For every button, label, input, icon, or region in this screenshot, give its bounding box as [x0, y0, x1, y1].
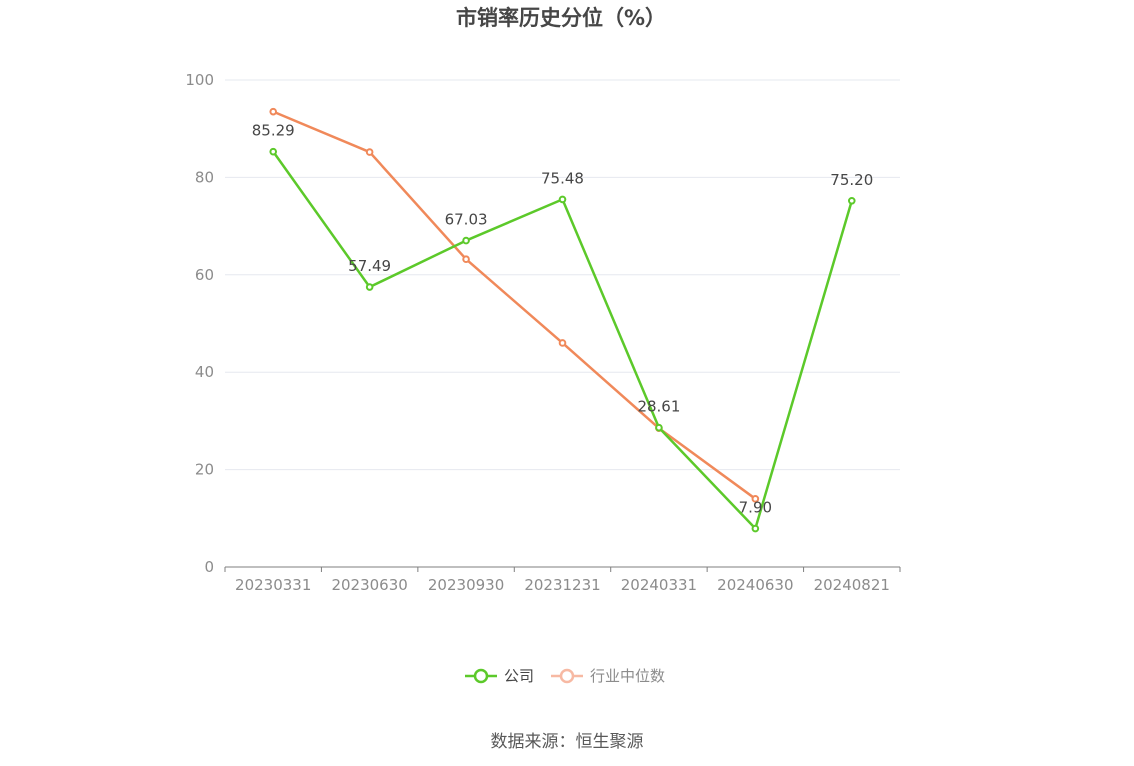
grid: [225, 79, 900, 471]
data-labels: 85.29 57.49 67.03 75.48 28.61 7.90 75.20: [252, 122, 874, 517]
data-label: 7.90: [739, 499, 772, 517]
legend-marker-icon: [559, 668, 575, 684]
data-label: 28.61: [637, 398, 680, 416]
series-group: [269, 107, 856, 533]
data-point[interactable]: [365, 283, 374, 291]
data-point[interactable]: [462, 255, 470, 264]
y-tick-label: 0: [204, 558, 214, 576]
series-line: [272, 110, 757, 500]
data-label: 57.49: [348, 257, 391, 275]
x-tick-label: 20230930: [428, 576, 504, 594]
data-point[interactable]: [462, 236, 470, 245]
x-tick-label: 20240821: [814, 576, 890, 594]
y-axis: 0 20 40 60 80 100: [185, 71, 214, 576]
legend-label: 行业中位数: [590, 667, 665, 685]
x-axis: 20230331 20230630 20230930 20231231 20240331…: [224, 566, 901, 594]
data-point[interactable]: [365, 148, 374, 156]
data-label: 75.48: [541, 169, 584, 187]
data-label: 85.29: [252, 122, 295, 140]
legend-marker-icon: [473, 668, 489, 684]
y-tick-label: 80: [195, 168, 214, 186]
x-tick-label: 20230630: [331, 576, 407, 594]
legend-item-industry-median[interactable]: 行业中位数: [551, 667, 665, 685]
data-point[interactable]: [847, 196, 856, 205]
chart-title: 市销率历史分位（%）: [456, 6, 666, 30]
y-tick-label: 20: [195, 461, 214, 479]
x-tick-label: 20240630: [717, 576, 793, 594]
source-note: 数据来源：恒生聚源: [491, 732, 644, 752]
y-tick-label: 40: [195, 363, 214, 381]
data-label: 75.20: [830, 171, 873, 189]
x-tick-label: 20240331: [621, 576, 697, 594]
legend-item-company[interactable]: 公司: [465, 667, 534, 685]
data-point[interactable]: [558, 195, 567, 204]
x-tick-label: 20231231: [524, 576, 600, 594]
data-point[interactable]: [751, 524, 760, 533]
y-tick-label: 60: [195, 266, 214, 284]
x-tick-label: 20230331: [235, 576, 311, 594]
data-point[interactable]: [269, 147, 278, 156]
series-company: [269, 147, 856, 533]
data-point[interactable]: [558, 339, 567, 347]
legend-label: 公司: [504, 667, 534, 685]
series-industry-median: [269, 107, 760, 503]
legend[interactable]: 公司 行业中位数: [465, 667, 665, 685]
data-point[interactable]: [655, 423, 663, 432]
y-tick-label: 100: [185, 71, 214, 89]
data-point[interactable]: [751, 495, 760, 503]
data-label: 67.03: [445, 211, 488, 229]
data-point[interactable]: [269, 107, 278, 116]
